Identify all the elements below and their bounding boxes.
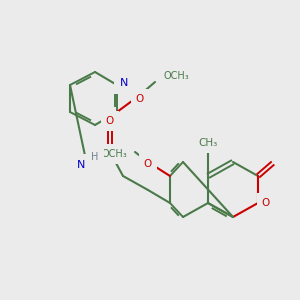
Text: O: O xyxy=(144,159,152,169)
Text: N: N xyxy=(77,160,85,170)
Text: H: H xyxy=(91,152,99,162)
Text: O: O xyxy=(106,116,114,126)
Text: CH₃: CH₃ xyxy=(198,138,218,148)
Text: OCH₃: OCH₃ xyxy=(101,149,127,159)
Text: O: O xyxy=(262,198,270,208)
Text: O: O xyxy=(136,94,144,104)
Text: OCH₃: OCH₃ xyxy=(163,71,189,81)
Text: N: N xyxy=(120,78,128,88)
